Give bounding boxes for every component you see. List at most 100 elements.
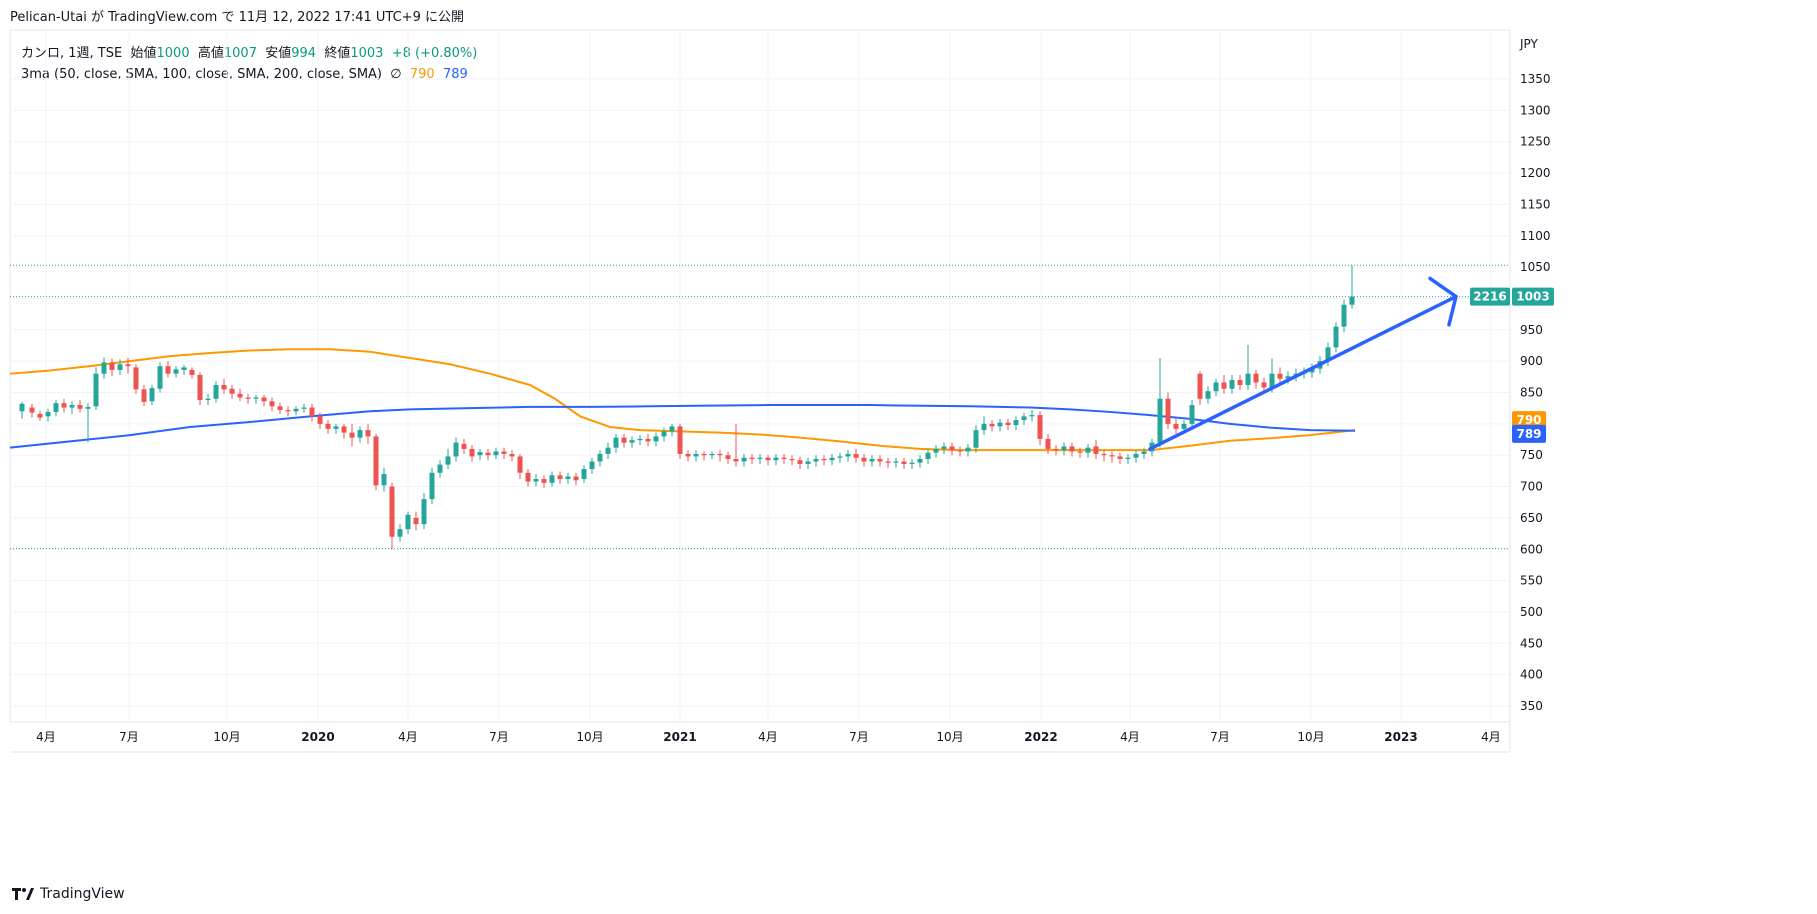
candle-body bbox=[437, 464, 443, 473]
y-tick-label: 500 bbox=[1520, 605, 1543, 619]
countdown-badge bbox=[1470, 287, 1510, 306]
candle-body bbox=[197, 374, 203, 401]
candle-body bbox=[1213, 382, 1219, 392]
candle-body bbox=[365, 430, 371, 437]
candle-body bbox=[1237, 379, 1243, 385]
y-tick-label: 550 bbox=[1520, 574, 1543, 588]
candle-body bbox=[805, 461, 811, 464]
candle-body bbox=[821, 458, 827, 461]
ma-orange-value: 790 bbox=[409, 67, 435, 82]
candle-body bbox=[733, 458, 739, 462]
x-tick-label: 4月 bbox=[36, 730, 56, 744]
candle-body bbox=[117, 364, 123, 370]
candle-body bbox=[1341, 304, 1347, 327]
candle-body bbox=[349, 432, 355, 438]
candle-body bbox=[245, 397, 251, 399]
candle-body bbox=[173, 369, 179, 374]
x-tick-label: 2020 bbox=[301, 730, 334, 744]
candle-body bbox=[989, 423, 995, 427]
published-line: Pelican-Utai が TradingView.com で 11月 12,… bbox=[10, 10, 464, 25]
candle-body bbox=[213, 384, 219, 399]
candle-body bbox=[1157, 398, 1163, 443]
candle-body bbox=[1245, 373, 1251, 385]
candle-body bbox=[845, 453, 851, 457]
x-tick-label: 2023 bbox=[1384, 730, 1417, 744]
candle-body bbox=[293, 408, 299, 412]
x-tick-label: 4月 bbox=[1120, 730, 1140, 744]
candle-body bbox=[677, 426, 683, 454]
candle-body bbox=[141, 389, 147, 402]
candle-body bbox=[901, 461, 907, 464]
x-tick-label: 4月 bbox=[398, 730, 418, 744]
candle-body bbox=[237, 393, 243, 398]
candle-body bbox=[629, 440, 635, 443]
x-tick-label: 10月 bbox=[936, 730, 963, 744]
candle-body bbox=[389, 486, 395, 537]
candle-body bbox=[557, 475, 563, 480]
ma-blue-badge bbox=[1512, 424, 1546, 443]
candle-body bbox=[621, 437, 627, 443]
candle-body bbox=[949, 446, 955, 451]
x-tick-label: 10月 bbox=[1297, 730, 1324, 744]
candle-body bbox=[581, 468, 587, 480]
candle-body bbox=[357, 430, 363, 438]
candle-body bbox=[1117, 456, 1123, 459]
candle-body bbox=[109, 362, 115, 370]
x-tick-label: 2022 bbox=[1024, 730, 1057, 744]
candle-body bbox=[749, 457, 755, 459]
candle-body bbox=[229, 388, 235, 394]
candle-body bbox=[1061, 446, 1067, 451]
close-label: 終値 bbox=[324, 46, 351, 61]
x-tick-label: 2021 bbox=[663, 730, 696, 744]
ma-blue-badge-text: 789 bbox=[1516, 427, 1541, 441]
candle-body bbox=[869, 458, 875, 462]
x-tick-label: 7月 bbox=[1210, 730, 1230, 744]
candle-body bbox=[685, 453, 691, 457]
candle-body bbox=[373, 436, 379, 486]
candle-body bbox=[757, 457, 763, 459]
indicator-label[interactable]: 3ma (50, close, SMA, 100, close, SMA, 20… bbox=[21, 67, 382, 82]
candle-body bbox=[453, 442, 459, 457]
candle-body bbox=[189, 369, 195, 375]
candle-body bbox=[541, 479, 547, 483]
candle-body bbox=[1205, 391, 1211, 399]
candle-body bbox=[1077, 451, 1083, 453]
candle-body bbox=[525, 472, 531, 482]
candle-body bbox=[941, 446, 947, 449]
y-tick-label: 1050 bbox=[1520, 260, 1551, 274]
candle-body bbox=[1197, 373, 1203, 399]
candle-body bbox=[813, 458, 819, 462]
candle-body bbox=[477, 452, 483, 456]
candle-body bbox=[509, 453, 515, 457]
candle-body bbox=[165, 366, 171, 374]
plot-area bbox=[9, 29, 1511, 723]
candle-body bbox=[925, 452, 931, 459]
trend-arrow-head[interactable] bbox=[1428, 276, 1458, 327]
candle-body bbox=[341, 426, 347, 433]
candle-body bbox=[1229, 379, 1235, 389]
candle-body bbox=[533, 479, 539, 482]
x-tick-label: 7月 bbox=[489, 730, 509, 744]
candle-body bbox=[797, 460, 803, 464]
low-label: 安値 bbox=[265, 46, 292, 61]
candle-body bbox=[269, 401, 275, 407]
candle-body bbox=[1085, 447, 1091, 453]
y-tick-label: 1300 bbox=[1520, 103, 1551, 117]
candle-body bbox=[893, 461, 899, 463]
candle-body bbox=[1253, 373, 1259, 383]
candle-body bbox=[789, 458, 795, 461]
candle-body bbox=[1133, 453, 1139, 458]
x-tick-label: 7月 bbox=[119, 730, 139, 744]
y-tick-label: 400 bbox=[1520, 668, 1543, 682]
trend-arrow-line[interactable] bbox=[1148, 294, 1458, 451]
candle-body bbox=[765, 457, 771, 461]
countdown-badge-text: 2216 bbox=[1473, 290, 1506, 304]
candle-body bbox=[1165, 398, 1171, 424]
ma-line bbox=[9, 348, 1356, 452]
y-tick-label: 850 bbox=[1520, 386, 1543, 400]
candle-body bbox=[333, 426, 339, 429]
ma-orange-badge bbox=[1512, 411, 1546, 430]
candle-body bbox=[285, 410, 291, 412]
candle-body bbox=[637, 438, 643, 441]
